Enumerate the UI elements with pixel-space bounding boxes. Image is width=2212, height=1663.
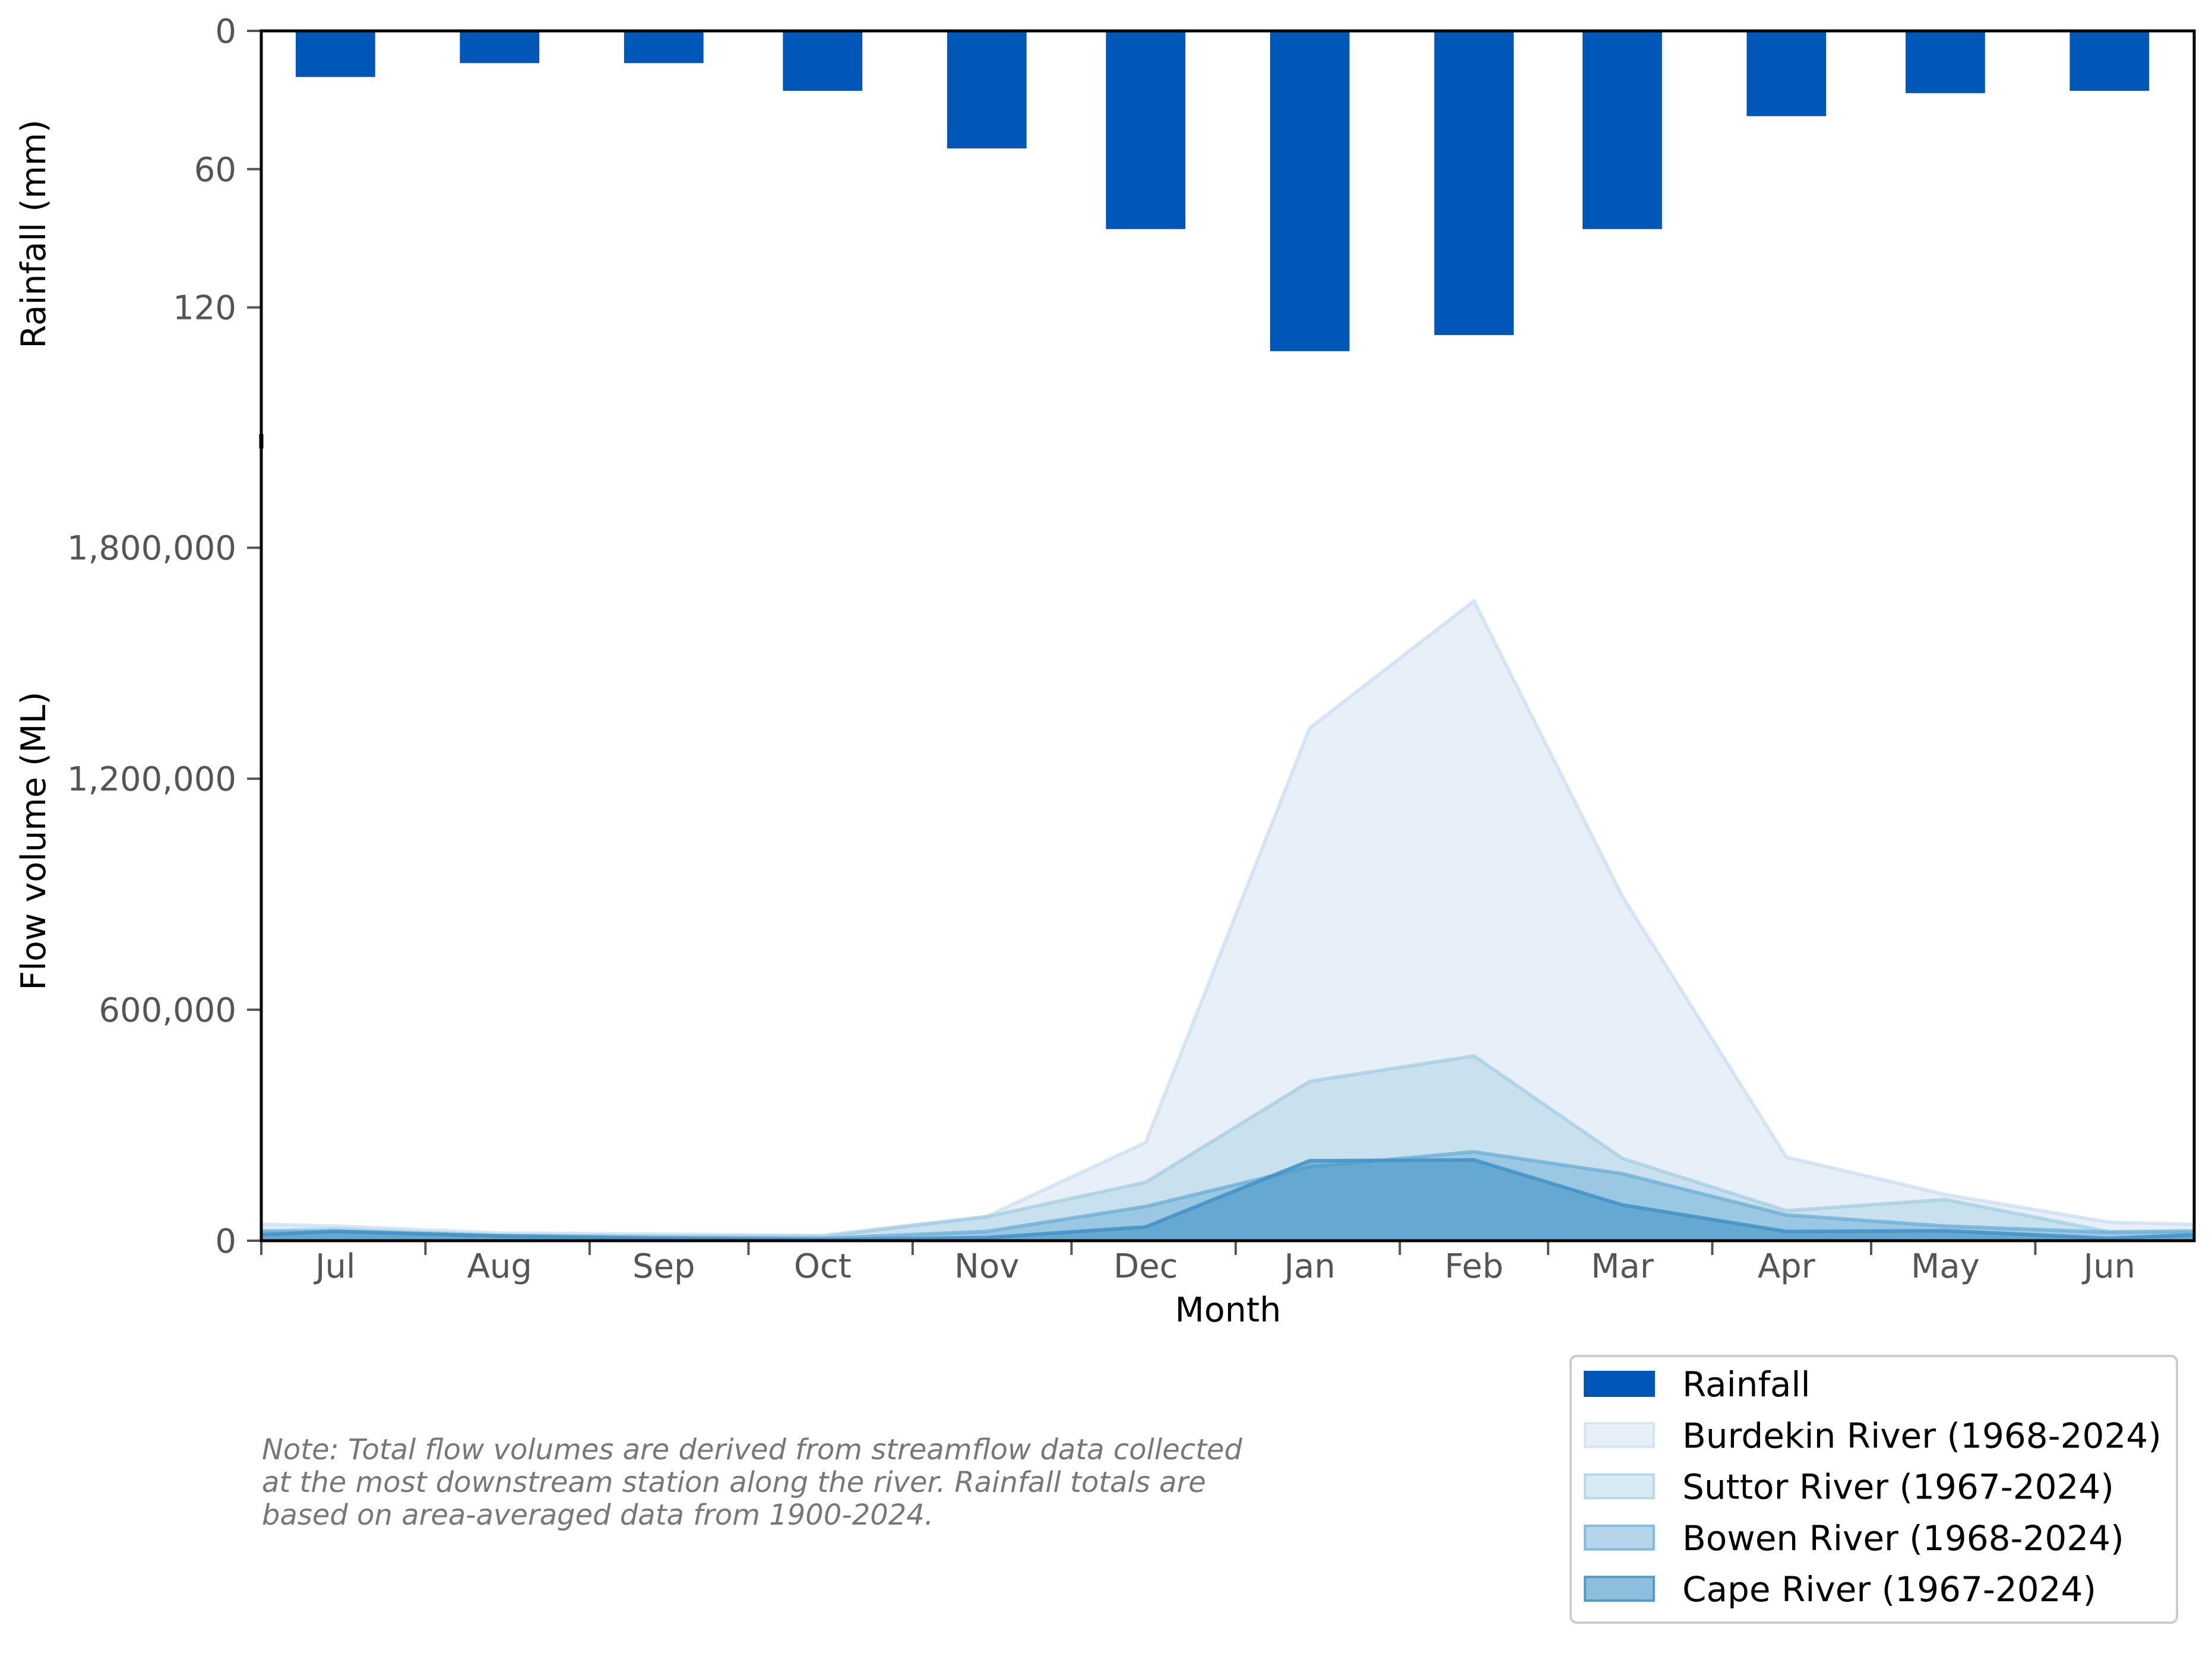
month-label: Jun <box>2082 1247 2136 1286</box>
legend-item-burdekin: Burdekin River (1968-2024) <box>1584 1415 2162 1456</box>
legend-label: Burdekin River (1968-2024) <box>1682 1415 2162 1456</box>
rainfall-bar <box>947 31 1027 148</box>
rainfall-bar <box>1270 31 1350 352</box>
legend-swatch <box>1584 1524 1655 1551</box>
month-label: Feb <box>1445 1247 1504 1286</box>
note-line: at the most downstream station along the… <box>262 1466 1206 1499</box>
month-label: Jan <box>1283 1247 1336 1286</box>
flow-line <box>261 599 2194 1237</box>
legend-label: Rainfall <box>1682 1364 1811 1405</box>
legend-swatch <box>1584 1473 1655 1500</box>
flow-tick-label: 600,000 <box>99 991 236 1030</box>
x-axis-label: Month <box>1175 1291 1281 1330</box>
legend-item-rainfall: Rainfall <box>1584 1364 1811 1405</box>
flow-series-cape <box>261 1158 2194 1241</box>
rainfall-tick-label: 0 <box>215 12 236 51</box>
rainfall-bar <box>1906 31 1985 93</box>
flow-tick-label: 0 <box>215 1222 236 1261</box>
legend-label: Suttor River (1967-2024) <box>1682 1467 2114 1507</box>
month-label: Sep <box>632 1247 695 1286</box>
legend-swatch <box>1584 1371 1655 1397</box>
note: Note: Total flow volumes are derived fro… <box>262 1433 1243 1532</box>
legend-item-cape: Cape River (1967-2024) <box>1584 1569 2096 1610</box>
note-line: based on area-averaged data from 1900-20… <box>262 1498 933 1532</box>
month-label: Jul <box>314 1247 356 1286</box>
rainfall-bar <box>783 31 863 91</box>
legend-item-bowen: Bowen River (1968-2024) <box>1584 1518 2124 1558</box>
month-label: Nov <box>954 1247 1019 1286</box>
note-line: Note: Total flow volumes are derived fro… <box>262 1433 1243 1466</box>
legend-label: Cape River (1967-2024) <box>1682 1569 2096 1610</box>
plot-frame <box>260 29 2196 1242</box>
rainfall-bar <box>296 31 375 77</box>
rainfall-tick-label: 120 <box>173 289 236 328</box>
rainfall-bar <box>460 31 540 64</box>
flow-area <box>261 600 2194 1241</box>
legend-item-suttor: Suttor River (1967-2024) <box>1584 1467 2114 1507</box>
flow-tick-label: 1,200,000 <box>67 760 236 799</box>
legend-label: Bowen River (1968-2024) <box>1682 1518 2124 1558</box>
rainfall-bars <box>296 31 2150 352</box>
flow-series-burdekin <box>261 599 2194 1241</box>
month-label: Mar <box>1591 1247 1654 1286</box>
legend: Rainfall Burdekin River (1968-2024) Suttor… <box>1569 1355 2178 1624</box>
month-label: Aug <box>467 1247 532 1286</box>
legend-box <box>1569 1355 2178 1624</box>
y-axis-ticks: 0 60 120 0 600,000 1,200,000 1,800,000 <box>67 12 261 1261</box>
flow-axis-label: Flow volume (ML) <box>14 692 53 991</box>
rainfall-bar <box>1583 31 1662 229</box>
x-axis-ticks: Jul Aug Sep Oct Nov Dec Jan Feb Mar Apr May Jun <box>260 1241 2136 1286</box>
legend-swatch <box>1584 1422 1655 1449</box>
month-label: May <box>1911 1247 1980 1286</box>
month-label: Oct <box>794 1247 852 1286</box>
rainfall-bar <box>2069 31 2150 91</box>
rainfall-bar <box>1434 31 1514 336</box>
rainfall-bar <box>1106 31 1186 229</box>
rainfall-bar <box>1746 31 1827 116</box>
flow-line <box>261 1158 2194 1241</box>
flow-areas <box>261 599 2194 1241</box>
month-label: Apr <box>1758 1247 1816 1286</box>
month-label: Dec <box>1113 1247 1178 1286</box>
flow-tick-label: 1,800,000 <box>67 529 236 568</box>
legend-swatch <box>1584 1576 1655 1602</box>
rainfall-bar <box>624 31 704 64</box>
rainfall-tick-label: 60 <box>194 151 236 189</box>
rainfall-axis-label: Rainfall (mm) <box>14 119 53 349</box>
